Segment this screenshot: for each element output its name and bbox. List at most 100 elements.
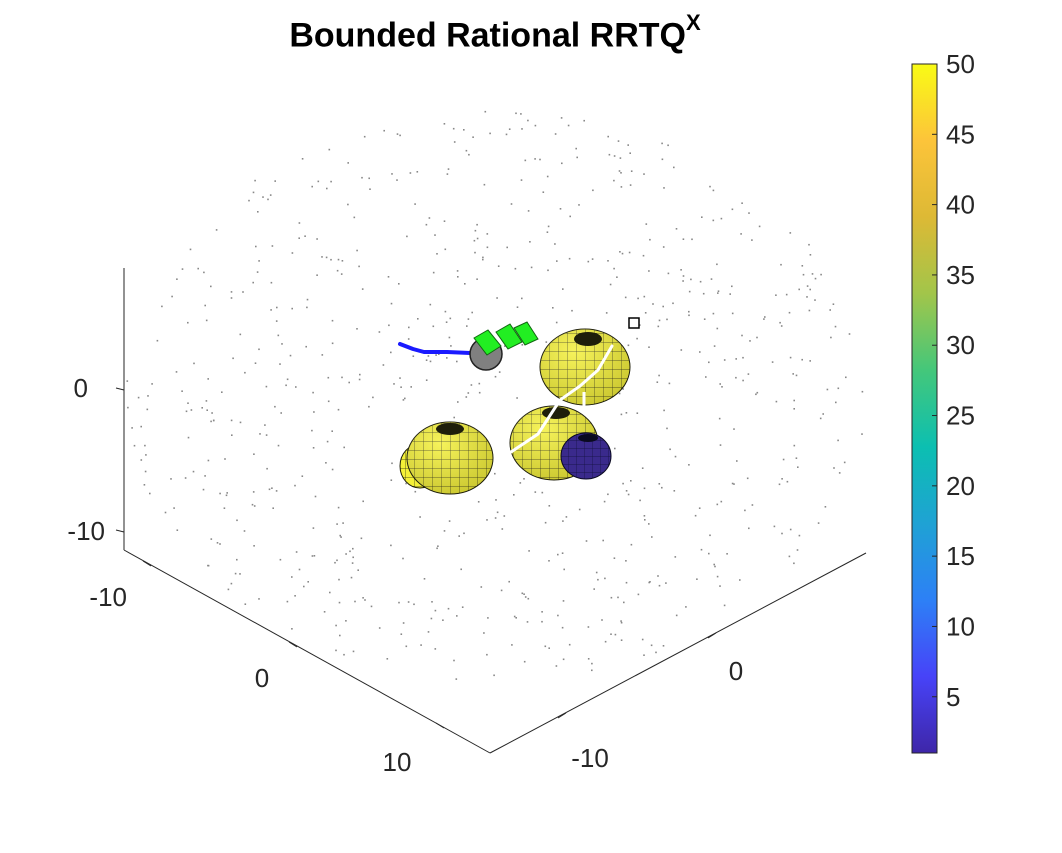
tree-node-point [281,343,283,345]
tree-node-point [254,179,256,182]
tree-node-point [313,555,316,557]
tree-node-point [666,427,668,430]
tree-node-point [562,288,564,290]
tree-node-point [258,598,260,600]
tree-node-point [378,331,381,333]
tree-node-point [658,483,661,485]
tree-node-point [405,482,407,485]
tree-node-point [723,359,726,361]
tree-node-point [541,491,544,494]
chart-title: Bounded Rational RRTQX [0,10,990,55]
tree-node-point [702,292,705,295]
tree-node-point [361,176,363,179]
tree-node-point [280,412,282,414]
tree-node-point [644,312,647,314]
tree-node-point [285,384,287,387]
tree-node-point [673,490,676,492]
tree-node-point [798,288,800,291]
tree-node-point [450,345,452,347]
tree-node-point [306,306,308,309]
tree-node-point [438,353,440,355]
tree-node-point [419,516,421,518]
tree-node-point [534,158,536,160]
tree-node-point [837,387,840,390]
tree-node-point [623,601,625,604]
tree-node-point [151,383,153,385]
tree-node-point [548,647,550,649]
colorbar-tick-label: 40 [946,190,975,220]
tree-node-point [748,527,750,530]
tree-node-point [731,208,734,211]
colorbar-tick-label: 5 [946,682,960,712]
tree-node-point [341,376,343,379]
tree-node-point [224,458,226,460]
tree-node-point [789,232,792,234]
tree-node-point [642,254,645,257]
tree-node-point [143,484,146,486]
tree-node-point [307,581,309,583]
tree-node-point [523,660,526,663]
tree-node-point [755,393,757,396]
tree-node-point [349,550,351,553]
tree-node-point [830,336,832,339]
tree-node-point [775,400,778,403]
tree-node-point [746,477,749,480]
tree-node-point [544,645,547,648]
tree-node-point [627,344,630,347]
tree-node-point [352,556,354,559]
tree-node-point [258,348,260,351]
tree-node-point [425,223,428,226]
tree-node-point [457,401,459,403]
tree-node-point [331,319,334,322]
tree-node-point [527,597,530,600]
tree-node-point [216,542,219,544]
tree-node-point [197,267,199,270]
tree-node-point [274,405,276,408]
tree-node-point [486,246,489,249]
z-tick-label-neg10: -10 [67,516,105,546]
tree-node-point [470,384,473,386]
tree-node-point [338,601,341,604]
tree-node-point [764,316,766,318]
tree-node-point [486,653,488,656]
tree-node-point [614,447,616,450]
tree-node-point [661,158,664,161]
tree-node-point [719,383,721,385]
tree-node-point [472,136,474,138]
tree-node-point [345,553,347,555]
tree-node-point [838,472,841,474]
tree-node-point [436,253,438,255]
colorbar-tick-label: 10 [946,611,975,641]
tree-node-point [435,354,437,356]
tree-node-point [487,617,489,619]
tree-node-point [312,391,314,394]
tree-node-point [339,534,341,537]
tree-node-point [434,648,437,650]
tree-node-point [578,508,581,511]
tree-node-point [688,314,690,317]
tree-node-point [675,614,678,617]
obstacle-sphere-dark [560,432,612,480]
tree-node-point [625,560,627,562]
tree-node-point [541,620,543,623]
y-tick-0 [707,632,717,639]
tree-node-point [546,231,549,233]
tree-node-point [474,229,477,232]
solar-panels [473,321,539,356]
tree-node-point [437,545,439,547]
tree-node-point [265,434,268,436]
tree-node-point [399,377,401,379]
tree-node-point [456,360,458,363]
tree-node-point [498,371,501,373]
tree-node-point [694,514,697,517]
tree-node-point [210,285,212,288]
tree-node-point [432,271,435,274]
tree-node-point [351,562,354,564]
tree-node-point [644,519,646,521]
tree-node-point [567,124,570,127]
tree-node-point [402,622,405,624]
tree-node-point [742,379,744,382]
tree-node-point [181,268,184,270]
tree-node-point [667,272,670,275]
